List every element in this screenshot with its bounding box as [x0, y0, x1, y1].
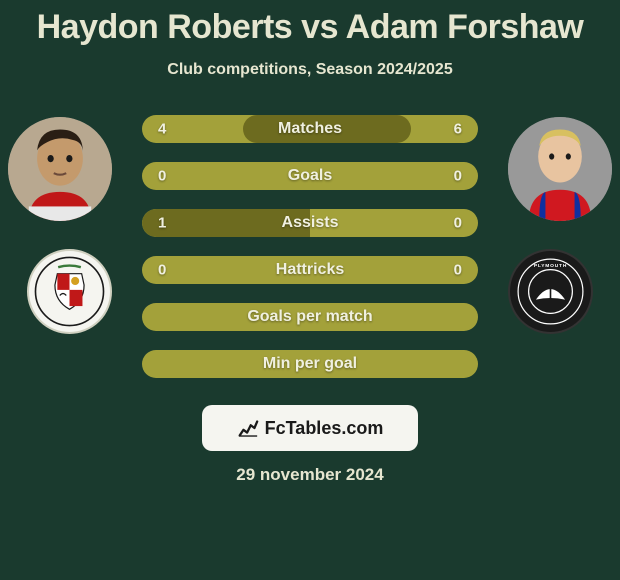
stat-row-assists: 1 0 Assists	[142, 209, 478, 237]
svg-text:PLYMOUTH: PLYMOUTH	[534, 263, 567, 269]
stat-row-hattricks: 0 0 Hattricks	[142, 256, 478, 284]
player-left-avatar	[8, 117, 112, 221]
stat-row-goals-per-match: Goals per match	[142, 303, 478, 331]
stat-label: Goals	[288, 167, 332, 185]
bristol-city-badge	[27, 249, 112, 334]
footer-brand-text: FcTables.com	[265, 418, 384, 439]
stat-value-right: 0	[454, 168, 462, 185]
stat-row-goals: 0 0 Goals	[142, 162, 478, 190]
stat-label: Hattricks	[276, 261, 344, 279]
stat-value-right: 0	[454, 262, 462, 279]
stat-value-left: 0	[158, 262, 166, 279]
footer-date: 29 november 2024	[0, 465, 620, 485]
stat-value-right: 0	[454, 215, 462, 232]
page-title: Haydon Roberts vs Adam Forshaw	[0, 0, 620, 47]
stat-label: Assists	[282, 214, 339, 232]
chart-icon	[237, 417, 259, 439]
stat-value-right: 6	[454, 121, 462, 138]
subtitle: Club competitions, Season 2024/2025	[0, 61, 620, 79]
comparison-content: PLYMOUTH 4 6 Matches 0 0 Goals 1 0 Assists 0 0 Hatt…	[0, 115, 620, 395]
stat-row-min-per-goal: Min per goal	[142, 350, 478, 378]
stat-label: Matches	[278, 120, 342, 138]
stat-bars: 4 6 Matches 0 0 Goals 1 0 Assists 0 0 Hattricks Goal…	[142, 115, 478, 378]
plymouth-badge: PLYMOUTH	[508, 249, 593, 334]
stat-label: Goals per match	[247, 308, 372, 326]
stat-value-left: 4	[158, 121, 166, 138]
stat-value-left: 1	[158, 215, 166, 232]
stat-row-matches: 4 6 Matches	[142, 115, 478, 143]
player-right-avatar	[508, 117, 612, 221]
stat-label: Min per goal	[263, 355, 357, 373]
stat-value-left: 0	[158, 168, 166, 185]
footer-brand-pill: FcTables.com	[202, 405, 418, 451]
